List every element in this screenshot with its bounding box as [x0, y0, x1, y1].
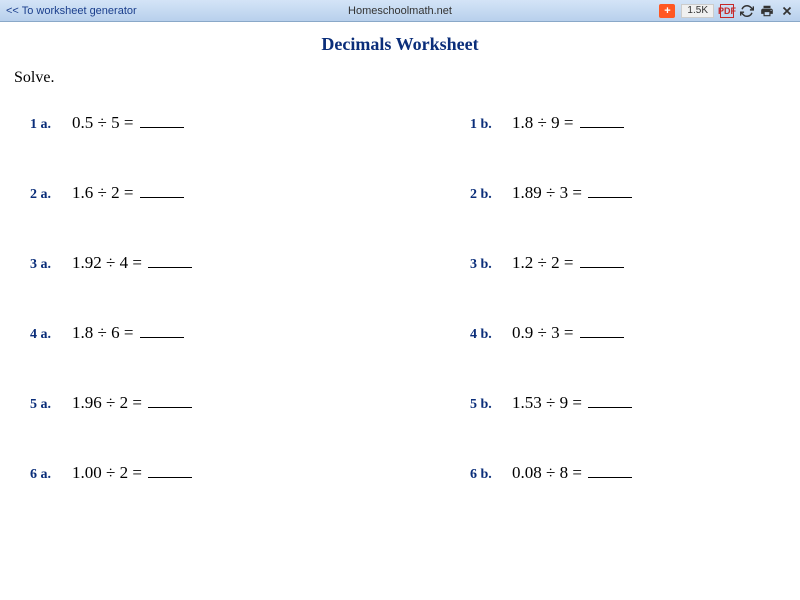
problem-2a: 2 a. 1.6 ÷ 2 = [30, 183, 400, 203]
close-icon[interactable] [780, 4, 794, 18]
problem-label: 2 b. [470, 187, 500, 203]
problem-6b: 6 b. 0.08 ÷ 8 = [400, 463, 770, 483]
problem-label: 4 b. [470, 327, 500, 343]
problem-5a: 5 a. 1.96 ÷ 2 = [30, 393, 400, 413]
back-link[interactable]: << To worksheet generator [6, 5, 137, 17]
problem-expr: 0.9 ÷ 3 = [512, 323, 624, 343]
answer-blank[interactable] [148, 407, 192, 408]
problem-label: 4 a. [30, 327, 60, 343]
problem-4b: 4 b. 0.9 ÷ 3 = [400, 323, 770, 343]
problem-6a: 6 a. 1.00 ÷ 2 = [30, 463, 400, 483]
answer-blank[interactable] [140, 197, 184, 198]
problem-expr: 1.92 ÷ 4 = [72, 253, 192, 273]
answer-blank[interactable] [148, 267, 192, 268]
problem-label: 5 b. [470, 397, 500, 413]
answer-blank[interactable] [140, 127, 184, 128]
page-title: Decimals Worksheet [0, 34, 800, 55]
problem-label: 1 b. [470, 117, 500, 133]
problem-expr: 1.6 ÷ 2 = [72, 183, 184, 203]
problem-expr: 1.00 ÷ 2 = [72, 463, 192, 483]
problem-label: 1 a. [30, 117, 60, 133]
instruction-text: Solve. [14, 69, 800, 87]
problem-expr: 1.96 ÷ 2 = [72, 393, 192, 413]
problem-expr: 1.2 ÷ 2 = [512, 253, 624, 273]
top-toolbar: << To worksheet generator Homeschoolmath… [0, 0, 800, 22]
problem-label: 5 a. [30, 397, 60, 413]
refresh-icon[interactable] [740, 4, 754, 18]
problem-label: 6 a. [30, 467, 60, 483]
answer-blank[interactable] [580, 127, 624, 128]
problem-5b: 5 b. 1.53 ÷ 9 = [400, 393, 770, 413]
problem-expr: 1.8 ÷ 6 = [72, 323, 184, 343]
problem-1a: 1 a. 0.5 ÷ 5 = [30, 113, 400, 133]
problem-expr: 1.8 ÷ 9 = [512, 113, 624, 133]
problem-label: 3 a. [30, 257, 60, 273]
toolbar-actions: + 1.5K PDF [659, 4, 794, 18]
problems-grid: 1 a. 0.5 ÷ 5 = 1 b. 1.8 ÷ 9 = 2 a. 1.6 ÷… [0, 95, 800, 483]
problem-expr: 0.08 ÷ 8 = [512, 463, 632, 483]
share-count: 1.5K [681, 4, 714, 18]
answer-blank[interactable] [588, 407, 632, 408]
answer-blank[interactable] [580, 267, 624, 268]
answer-blank[interactable] [148, 477, 192, 478]
answer-blank[interactable] [580, 337, 624, 338]
site-name: Homeschoolmath.net [348, 5, 452, 17]
answer-blank[interactable] [588, 197, 632, 198]
print-icon[interactable] [760, 4, 774, 18]
pdf-icon[interactable]: PDF [720, 4, 734, 18]
problem-expr: 1.89 ÷ 3 = [512, 183, 632, 203]
problem-label: 3 b. [470, 257, 500, 273]
problem-3b: 3 b. 1.2 ÷ 2 = [400, 253, 770, 273]
answer-blank[interactable] [140, 337, 184, 338]
problem-label: 6 b. [470, 467, 500, 483]
problem-label: 2 a. [30, 187, 60, 203]
problem-3a: 3 a. 1.92 ÷ 4 = [30, 253, 400, 273]
problem-expr: 1.53 ÷ 9 = [512, 393, 632, 413]
problem-1b: 1 b. 1.8 ÷ 9 = [400, 113, 770, 133]
problem-2b: 2 b. 1.89 ÷ 3 = [400, 183, 770, 203]
problem-expr: 0.5 ÷ 5 = [72, 113, 184, 133]
answer-blank[interactable] [588, 477, 632, 478]
share-plus-icon[interactable]: + [659, 4, 675, 18]
problem-4a: 4 a. 1.8 ÷ 6 = [30, 323, 400, 343]
